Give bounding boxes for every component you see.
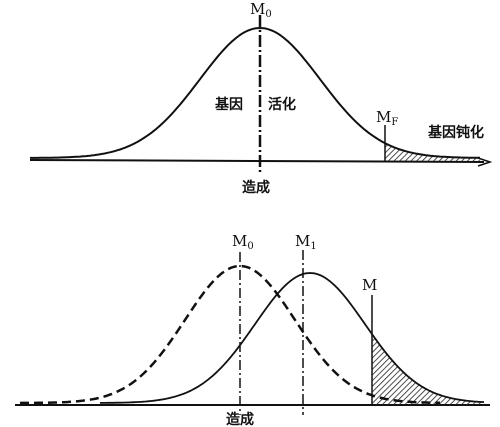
- dashed-curve: [19, 264, 440, 405]
- m0-label: M0: [232, 232, 254, 252]
- m0-main: M: [250, 0, 265, 18]
- m0-sub: 0: [265, 9, 271, 20]
- tail-label: 基因钝化: [428, 124, 484, 141]
- m0-label: M0: [250, 0, 272, 20]
- arrow-head: [477, 157, 493, 167]
- m0-main: M: [232, 232, 247, 250]
- left-label: 基因: [215, 96, 243, 113]
- curve: [30, 26, 480, 159]
- m-label: M: [362, 276, 377, 294]
- right-label: 活化: [268, 96, 296, 113]
- m0-sub: 0: [247, 241, 253, 252]
- m1-label: M1: [295, 232, 317, 252]
- mf-sub: F: [391, 117, 398, 128]
- m1-main: M: [295, 232, 310, 250]
- axis-label: 造成: [226, 411, 254, 427]
- axis-label: 造成: [242, 179, 270, 196]
- baseline: [29, 159, 485, 163]
- hatched-tail: [372, 334, 485, 405]
- mf-main: M: [376, 108, 391, 126]
- mf-label: MF: [376, 108, 398, 128]
- hatched-tail: [385, 143, 480, 161]
- m1-sub: 1: [310, 241, 316, 252]
- curve: [100, 272, 485, 404]
